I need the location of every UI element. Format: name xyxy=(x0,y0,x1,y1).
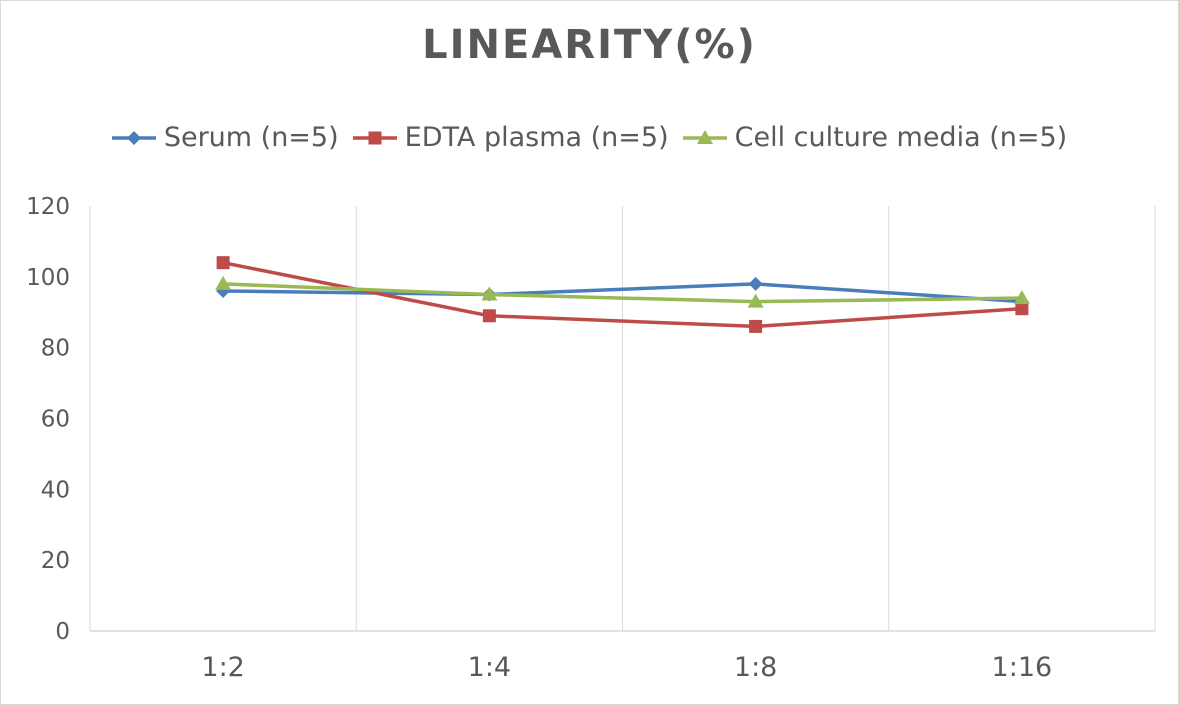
x-tick-label: 1:16 xyxy=(992,652,1053,683)
y-tick-label: 60 xyxy=(41,407,70,433)
y-tick-label: 0 xyxy=(55,619,70,645)
data-point xyxy=(215,275,232,290)
legend: Serum (n=5) EDTA plasma (n=5) Cell culture… xyxy=(0,122,1179,153)
data-point xyxy=(1013,290,1030,305)
legend-item: Serum (n=5) xyxy=(111,122,339,153)
data-point xyxy=(749,319,763,333)
legend-label: Serum (n=5) xyxy=(163,122,339,153)
data-point xyxy=(748,276,763,291)
y-tick-label: 20 xyxy=(41,548,70,574)
legend-marker xyxy=(126,130,141,145)
x-tick-label: 1:2 xyxy=(201,652,244,683)
chart-title: LINEARITY(%) xyxy=(422,22,757,68)
data-point xyxy=(482,309,496,323)
x-tick-label: 1:8 xyxy=(734,652,777,683)
x-tick-label: 1:4 xyxy=(468,652,511,683)
y-tick-label: 120 xyxy=(26,194,70,220)
diamond-marker-icon xyxy=(111,130,156,145)
legend-item: EDTA plasma (n=5) xyxy=(352,122,669,153)
y-tick-label: 80 xyxy=(41,336,70,362)
y-tick-label: 40 xyxy=(41,477,70,503)
series-2 xyxy=(215,275,1030,308)
series-line xyxy=(223,282,1022,304)
legend-marker xyxy=(368,131,382,144)
data-point xyxy=(481,286,498,301)
data-point xyxy=(1015,302,1029,316)
data-point xyxy=(747,293,764,308)
y-tick-label: 100 xyxy=(26,265,70,291)
series-line xyxy=(223,282,1022,304)
legend-label: EDTA plasma (n=5) xyxy=(404,122,669,153)
legend-label: Cell culture media (n=5) xyxy=(734,122,1068,153)
legend-marker xyxy=(696,129,713,144)
legend-item: Cell culture media (n=5) xyxy=(682,122,1068,153)
triangle-marker-icon xyxy=(682,129,727,144)
square-marker-icon xyxy=(352,131,397,144)
data-point xyxy=(216,256,230,270)
